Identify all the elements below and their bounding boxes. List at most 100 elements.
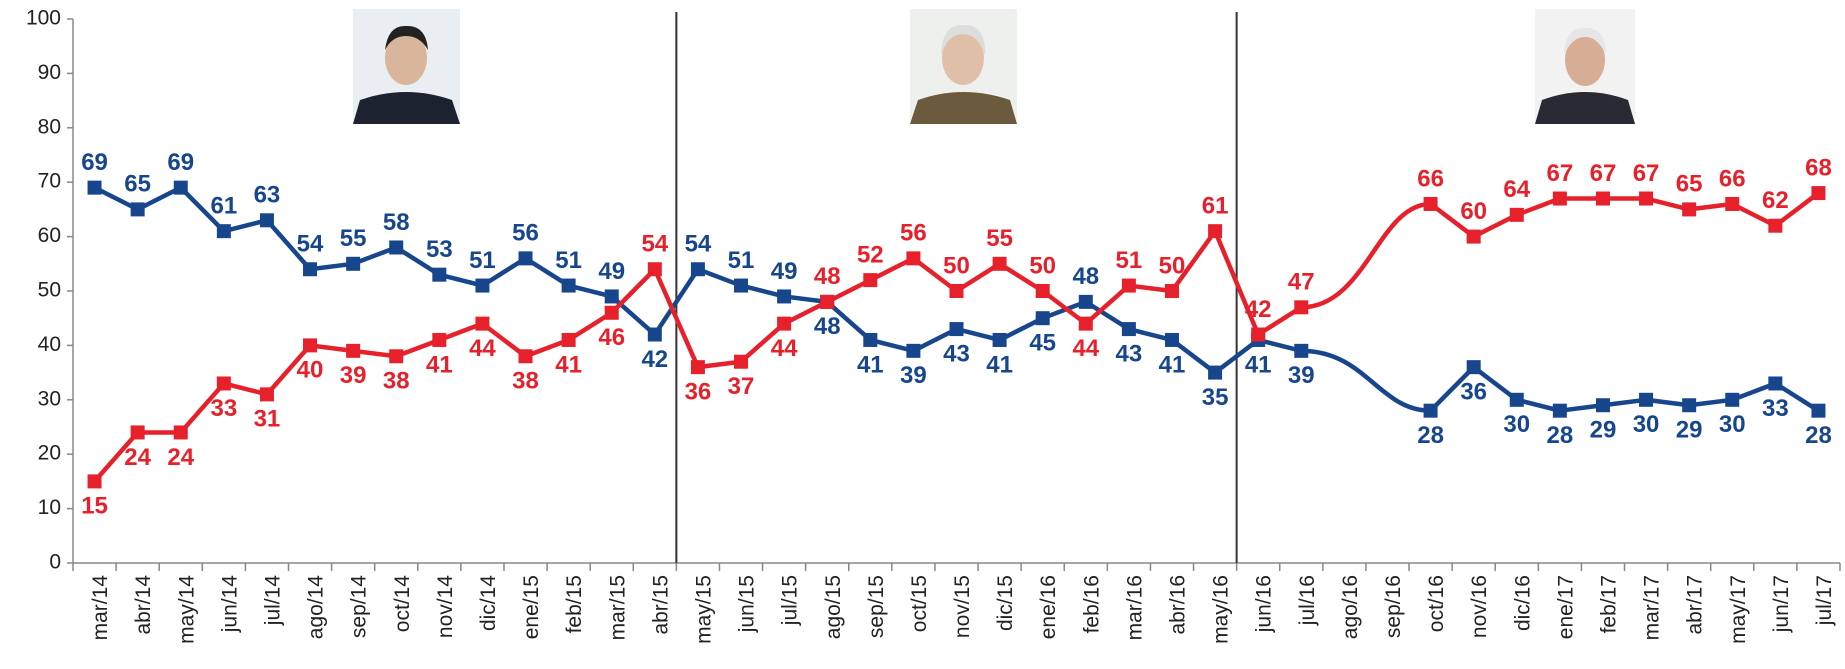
marker (777, 289, 792, 304)
marker (173, 180, 188, 195)
data-label: 64 (1503, 176, 1530, 203)
marker (647, 327, 662, 342)
marker (1294, 343, 1309, 358)
data-label: 37 (728, 373, 755, 400)
x-tick-label: may/14 (175, 575, 198, 644)
marker (1639, 392, 1654, 407)
y-tick-label: 40 (38, 333, 61, 356)
data-label: 42 (1245, 296, 1272, 323)
data-label: 50 (1029, 252, 1056, 279)
data-label: 48 (1072, 263, 1099, 290)
data-label: 28 (1805, 422, 1832, 449)
x-tick-label: jul/15 (779, 575, 802, 626)
marker (87, 180, 102, 195)
data-label: 41 (1159, 351, 1186, 378)
data-label: 49 (771, 258, 798, 285)
data-label: 24 (124, 444, 151, 471)
photo (353, 9, 460, 124)
data-label: 69 (167, 149, 194, 176)
marker (1208, 365, 1223, 380)
marker (690, 262, 705, 277)
marker (820, 294, 835, 309)
data-label: 30 (1503, 411, 1530, 438)
data-label: 67 (1590, 160, 1617, 187)
data-label: 44 (469, 335, 496, 362)
data-label: 39 (340, 362, 367, 389)
y-tick-label: 30 (38, 387, 61, 410)
y-tick-label: 100 (26, 7, 61, 30)
x-tick-label: jul/14 (261, 575, 284, 627)
marker (1811, 403, 1826, 418)
x-tick-label: feb/17 (1598, 575, 1621, 633)
x-tick-label: nov/14 (434, 575, 457, 638)
marker (561, 332, 576, 347)
marker (777, 316, 792, 331)
x-tick-label: sep/16 (1382, 575, 1405, 638)
gap-connector (1301, 348, 1431, 413)
x-tick-label: may/15 (692, 575, 715, 644)
marker (216, 224, 231, 239)
data-label: 39 (900, 362, 927, 389)
x-tick-label: oct/16 (1425, 575, 1448, 632)
marker (173, 425, 188, 440)
data-label: 39 (1288, 362, 1315, 389)
marker (604, 305, 619, 320)
x-tick-label: ago/15 (822, 575, 845, 639)
x-tick-label: jun/14 (218, 575, 241, 634)
data-label: 46 (598, 324, 625, 351)
data-label: 50 (943, 252, 970, 279)
x-tick-label: nov/16 (1468, 575, 1491, 638)
marker (1035, 284, 1050, 298)
marker (906, 251, 921, 266)
marker (1552, 403, 1567, 418)
data-label: 65 (1676, 171, 1703, 198)
marker (303, 338, 318, 353)
marker (1078, 294, 1093, 309)
x-tick-label: abr/17 (1684, 575, 1707, 635)
x-tick-label: mar/14 (89, 575, 112, 641)
marker (1078, 316, 1093, 331)
x-tick-label: mar/16 (1123, 575, 1146, 640)
marker (949, 284, 964, 298)
data-label: 52 (857, 241, 884, 268)
data-label: 54 (641, 231, 668, 258)
marker (734, 278, 749, 293)
marker (734, 354, 749, 369)
x-tick-label: jul/17 (1813, 575, 1836, 626)
marker (992, 256, 1007, 271)
marker (1121, 322, 1136, 337)
marker (1639, 191, 1654, 206)
data-label: 41 (986, 351, 1013, 378)
data-label: 36 (685, 379, 712, 406)
data-label: 68 (1805, 154, 1832, 181)
x-tick-label: dic/16 (1511, 575, 1534, 631)
marker (1164, 284, 1179, 298)
marker (690, 360, 705, 375)
marker (346, 343, 361, 358)
data-label: 54 (685, 231, 712, 258)
data-label: 51 (469, 247, 496, 274)
marker (130, 202, 145, 217)
marker (1208, 224, 1223, 239)
marker (1552, 191, 1567, 206)
data-label: 28 (1417, 422, 1444, 449)
marker (87, 474, 102, 489)
data-label: 53 (426, 236, 453, 263)
y-tick-label: 0 (49, 551, 61, 574)
marker (1423, 196, 1438, 211)
x-tick-label: ene/17 (1554, 575, 1577, 639)
marker (1164, 332, 1179, 347)
series-line (1428, 364, 1820, 413)
data-label: 40 (297, 357, 324, 384)
marker (1121, 278, 1136, 293)
data-label: 55 (340, 225, 367, 252)
x-tick-label: dic/14 (477, 575, 500, 631)
marker (518, 251, 533, 266)
data-label: 43 (943, 340, 970, 367)
marker (432, 267, 447, 282)
data-label: 41 (555, 351, 582, 378)
x-tick-label: jun/17 (1770, 575, 1793, 633)
marker (561, 278, 576, 293)
data-label: 30 (1633, 411, 1660, 438)
